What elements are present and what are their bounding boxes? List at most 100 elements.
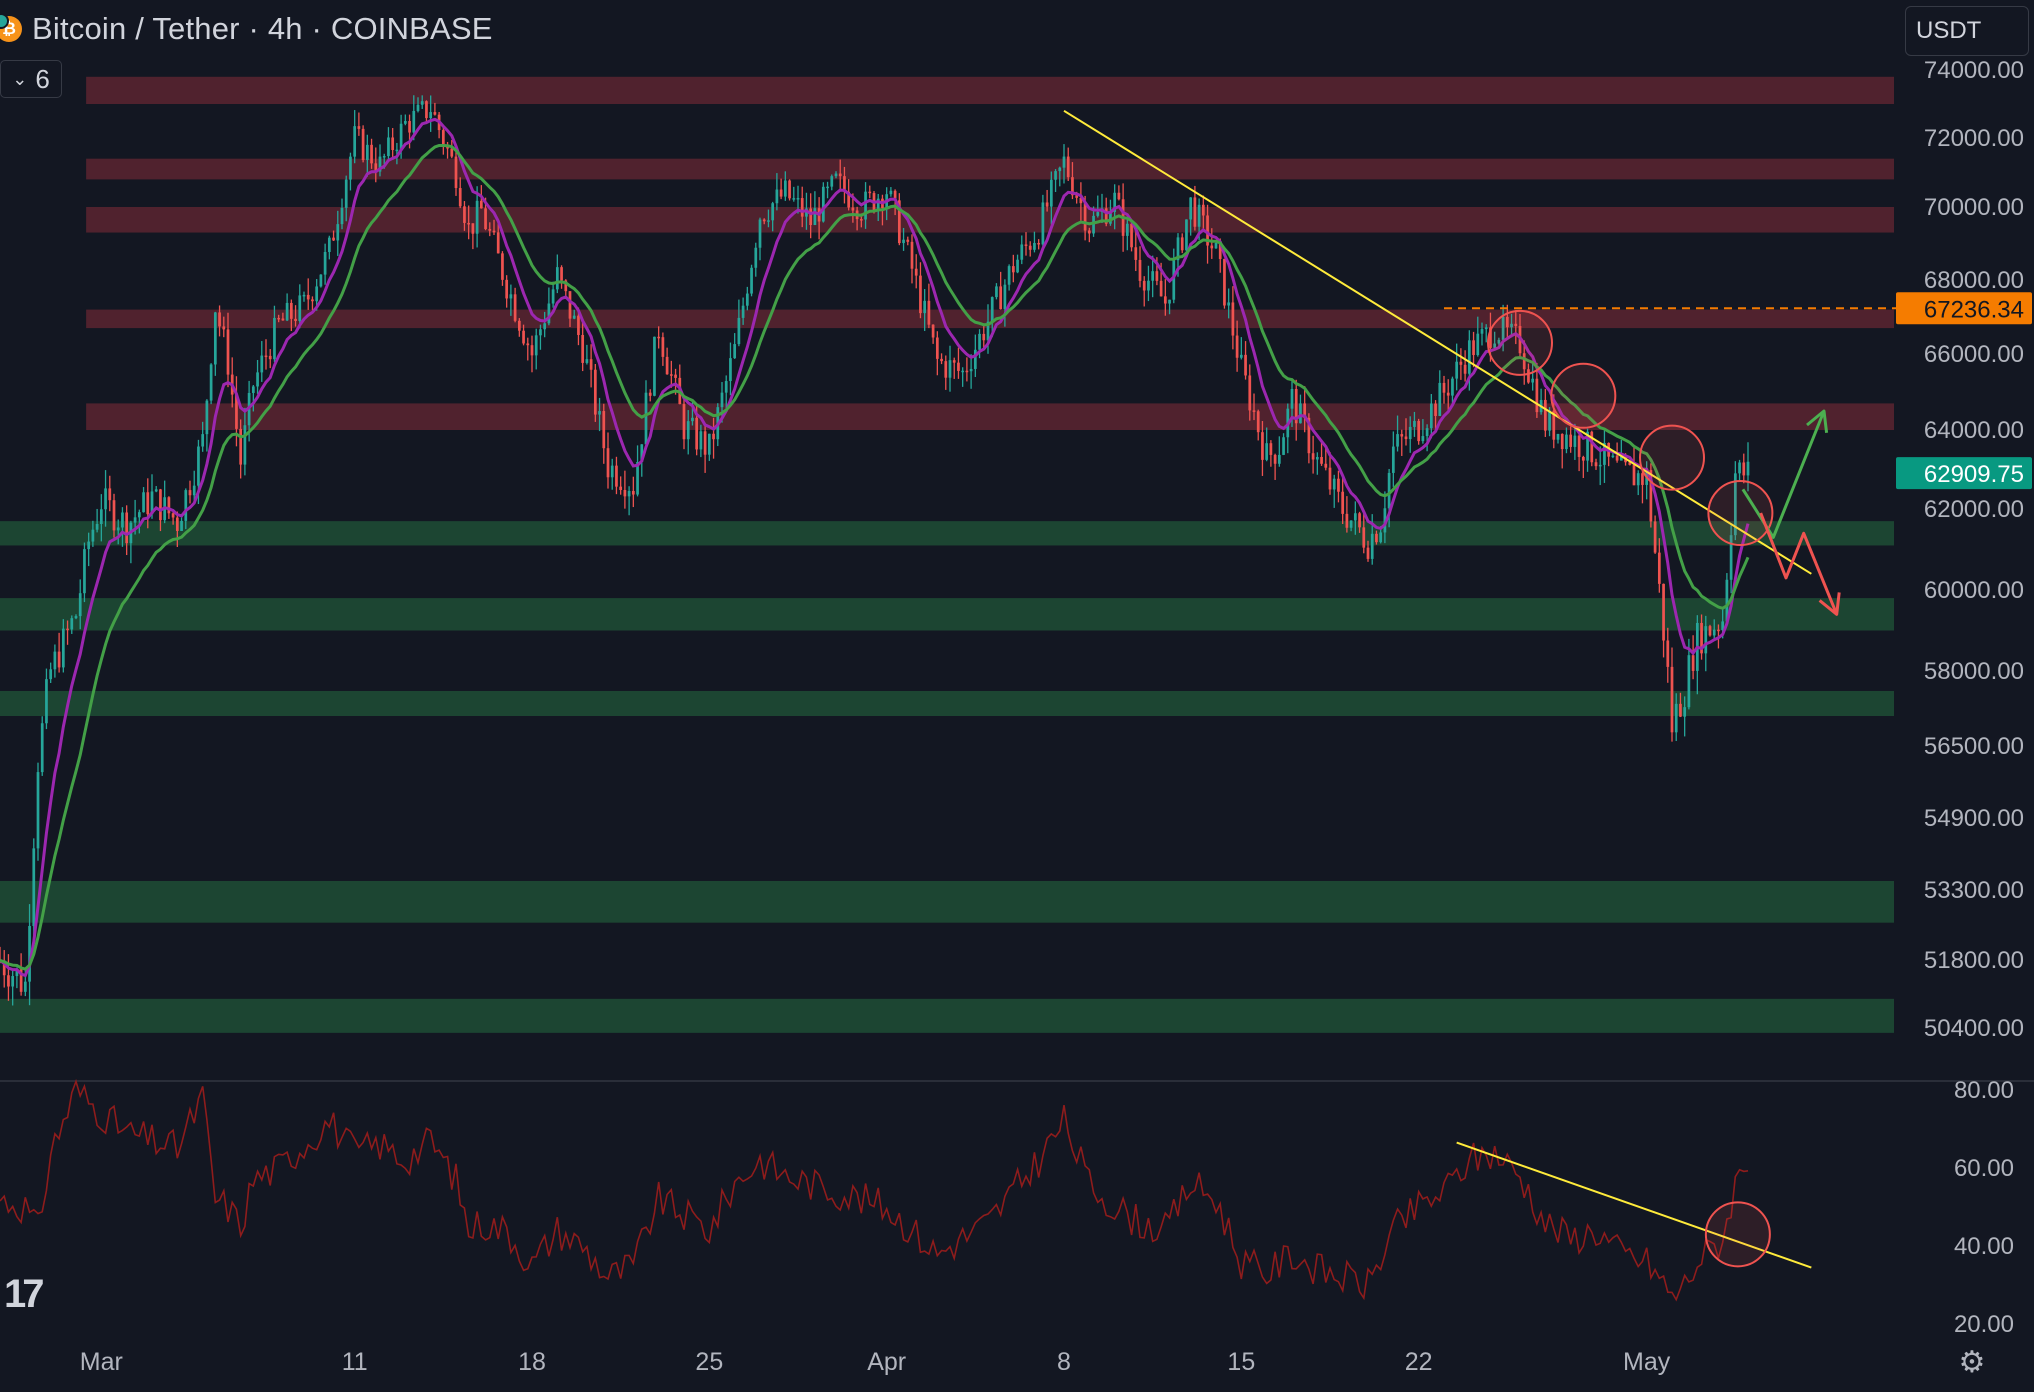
- resistance-zone: [86, 76, 1895, 104]
- candle-body: [1438, 382, 1442, 416]
- candle-body: [133, 517, 137, 523]
- candle-body: [167, 497, 171, 514]
- candle-body: [1581, 456, 1585, 461]
- candle-body: [1054, 171, 1057, 180]
- last-price-label: 62909.75: [1924, 461, 2024, 488]
- candle-body: [1543, 399, 1547, 431]
- resistance-zone: [86, 309, 1895, 329]
- candle-body: [1125, 223, 1129, 236]
- ema-fast-line: [0, 117, 1750, 978]
- candle-body: [1451, 378, 1454, 396]
- candle-body: [344, 179, 348, 208]
- candle-body: [1383, 508, 1387, 533]
- candle-body: [201, 434, 205, 447]
- candle-body: [251, 386, 255, 393]
- candle-body: [539, 329, 542, 336]
- candle-body: [1603, 442, 1606, 465]
- candle-body: [408, 121, 411, 133]
- candle-body: [1497, 339, 1501, 344]
- candle-body: [1341, 491, 1345, 514]
- candle-body: [192, 485, 196, 496]
- candle-body: [1218, 242, 1222, 259]
- price-axis-label: 62000.00: [1924, 496, 2024, 523]
- candle-body: [640, 444, 644, 462]
- candle-body: [982, 333, 986, 341]
- candle-body: [707, 433, 711, 455]
- candle-body: [1256, 411, 1260, 433]
- candle-body: [1674, 703, 1678, 733]
- candle-body: [712, 433, 715, 440]
- candle-body: [674, 374, 677, 378]
- candle-body: [796, 198, 800, 200]
- candle-body: [1096, 212, 1100, 216]
- candle-body: [1282, 437, 1285, 455]
- candle-body: [1535, 378, 1539, 413]
- candle-body: [298, 295, 302, 321]
- candle-body: [1117, 192, 1121, 200]
- candle-body: [1489, 327, 1492, 348]
- candle-body: [1328, 467, 1332, 490]
- candle-body: [281, 318, 285, 321]
- settings-gear-icon[interactable]: ⚙: [1958, 1345, 1986, 1379]
- candle-body: [589, 359, 593, 370]
- candle-body: [1353, 513, 1357, 521]
- candle-body: [1565, 434, 1568, 450]
- indicators-toggle-button[interactable]: ⌄ 6: [0, 60, 62, 98]
- candle-body: [1197, 204, 1201, 227]
- candle-body: [838, 173, 842, 177]
- candle-body: [78, 593, 82, 617]
- projection-up-arrow-head: [1806, 409, 1829, 433]
- symbol-title[interactable]: Bitcoin / Tether · 4h · COINBASE: [32, 11, 493, 46]
- candle-body: [1472, 340, 1475, 356]
- candle-body: [1315, 456, 1319, 460]
- candle-body: [923, 300, 927, 314]
- time-axis-label: May: [1623, 1348, 1671, 1376]
- candle-body: [834, 173, 838, 177]
- candle-body: [1290, 389, 1294, 409]
- candle-body: [1459, 361, 1463, 365]
- highlight-circle: [1639, 424, 1705, 491]
- price-axis-label: 66000.00: [1924, 341, 2024, 368]
- candle-body: [1733, 473, 1737, 536]
- candle-body: [395, 149, 399, 152]
- price-axis-label: 64000.00: [1924, 417, 2024, 444]
- resistance-zone: [86, 207, 1895, 233]
- price-trendline: [1063, 109, 1812, 575]
- candle-body: [931, 324, 935, 338]
- candle-body: [1421, 436, 1425, 442]
- candle-body: [1159, 280, 1163, 297]
- candle-body: [496, 232, 500, 254]
- candle-body: [1446, 392, 1450, 396]
- candle-body: [758, 219, 762, 248]
- chart-header: ₿ Bitcoin / Tether · 4h · COINBASE: [0, 6, 493, 52]
- candle-body: [1577, 435, 1581, 457]
- currency-select[interactable]: USDT: [1905, 6, 2029, 56]
- candle-body: [15, 969, 19, 977]
- candle-body: [809, 208, 813, 225]
- candle-body: [479, 200, 483, 209]
- price-axis-label: 50400.00: [1924, 1015, 2024, 1042]
- candle-body: [1611, 455, 1615, 458]
- candle-body: [602, 411, 606, 449]
- highlight-circle: [1707, 480, 1774, 547]
- candle-body: [319, 274, 323, 287]
- alert-price-tag: [1896, 292, 2032, 325]
- candle-body: [534, 335, 538, 356]
- candle-body: [146, 492, 150, 515]
- candle-body: [1007, 266, 1011, 285]
- candle-body: [1223, 258, 1226, 306]
- candle-body: [1657, 552, 1661, 584]
- candle-body: [1185, 219, 1188, 251]
- candle-body: [653, 336, 656, 396]
- candle-body: [1417, 420, 1421, 442]
- candle-body: [45, 679, 48, 724]
- candle-body: [7, 975, 10, 987]
- candle-body: [1594, 462, 1598, 467]
- candle-body: [1147, 280, 1150, 291]
- candle-body: [619, 486, 623, 490]
- candle-body: [441, 130, 445, 146]
- candle-body: [800, 198, 804, 217]
- candle-body: [353, 126, 357, 157]
- candle-body: [32, 848, 36, 927]
